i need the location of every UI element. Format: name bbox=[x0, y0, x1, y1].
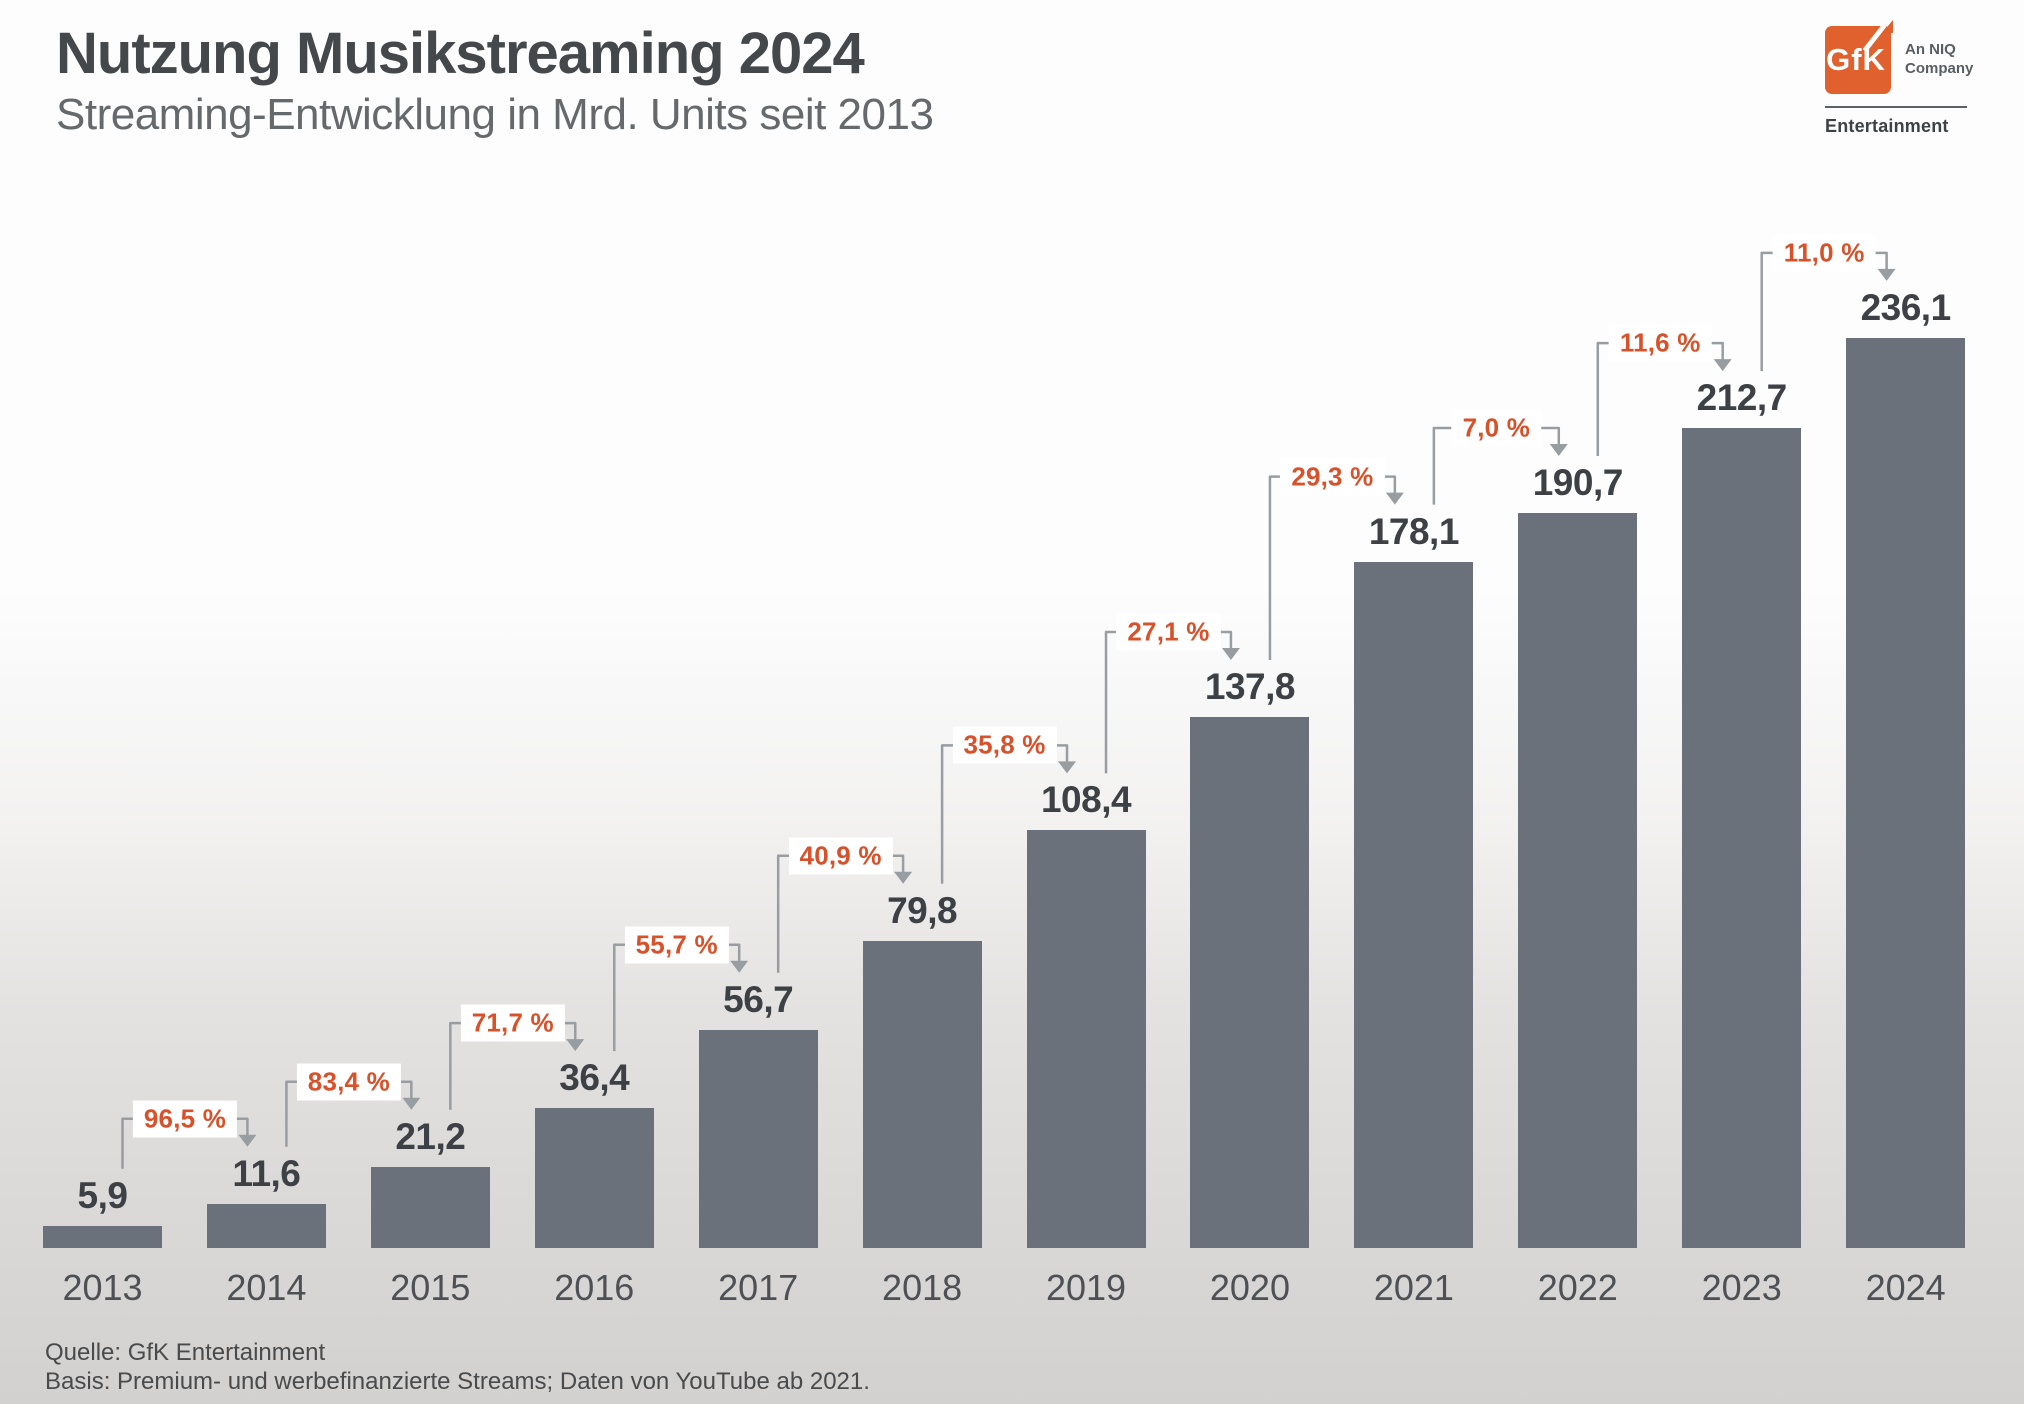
bar-2020 bbox=[1190, 717, 1310, 1249]
arrow-down-icon-2022 bbox=[1549, 443, 1568, 456]
value-label-2024: 236,1 bbox=[1860, 286, 1952, 328]
bar-2022 bbox=[1518, 512, 1638, 1249]
year-label-2019: 2019 bbox=[1045, 1267, 1127, 1308]
bar-2018 bbox=[862, 940, 982, 1249]
growth-label-2015: 83,4 % bbox=[296, 1063, 401, 1101]
value-label-2021: 178,1 bbox=[1368, 510, 1460, 552]
niq-tagline: An NIQ Company bbox=[1905, 40, 1973, 78]
value-label-2019: 108,4 bbox=[1040, 779, 1132, 821]
arrow-down-icon-2024 bbox=[1877, 268, 1896, 281]
growth-label-2018: 40,9 % bbox=[788, 837, 893, 875]
bar-2016 bbox=[534, 1108, 654, 1249]
growth-label-2017: 55,7 % bbox=[624, 926, 729, 964]
year-label-2015: 2015 bbox=[390, 1267, 471, 1308]
growth-label-2016: 71,7 % bbox=[460, 1004, 565, 1042]
arrow-down-icon-2019 bbox=[1058, 761, 1077, 774]
gfk-logo-box: GfK bbox=[1825, 20, 1893, 94]
growth-label-2019: 35,8 % bbox=[952, 726, 1057, 764]
value-label-2023: 212,7 bbox=[1696, 377, 1788, 419]
arrow-down-icon-2018 bbox=[894, 871, 913, 884]
bar-2019 bbox=[1026, 830, 1146, 1249]
growth-label-2023: 11,6 % bbox=[1608, 324, 1712, 362]
footer: Quelle: GfK Entertainment Basis: Premium… bbox=[45, 1338, 870, 1396]
value-label-2017: 56,7 bbox=[723, 978, 794, 1020]
year-label-2013: 2013 bbox=[62, 1267, 143, 1308]
logo-division-label: Entertainment bbox=[1825, 116, 1949, 136]
growth-connector-2021 bbox=[1268, 475, 1397, 661]
value-label-2020: 137,8 bbox=[1204, 666, 1296, 707]
bar-2013 bbox=[43, 1225, 162, 1249]
value-label-2013: 5,9 bbox=[77, 1174, 128, 1216]
year-label-2024: 2024 bbox=[1865, 1267, 1946, 1308]
bar-2024 bbox=[1846, 337, 1966, 1249]
value-label-2015: 21,2 bbox=[395, 1115, 466, 1157]
arrow-down-icon-2021 bbox=[1385, 492, 1404, 505]
year-label-2016: 2016 bbox=[554, 1267, 635, 1308]
year-label-2017: 2017 bbox=[718, 1267, 799, 1308]
value-label-2022: 190,7 bbox=[1532, 461, 1624, 503]
value-label-2016: 36,4 bbox=[559, 1057, 630, 1099]
year-label-2020: 2020 bbox=[1209, 1267, 1290, 1308]
niq-tagline-line2: Company bbox=[1905, 60, 1974, 77]
year-label-2021: 2021 bbox=[1373, 1267, 1454, 1308]
growth-label-2024: 11,0 % bbox=[1772, 234, 1876, 272]
page-subtitle: Streaming-Entwicklung in Mrd. Units seit… bbox=[56, 89, 934, 139]
gfk-logo-corner-peak bbox=[1882, 20, 1893, 33]
arrow-down-icon-2015 bbox=[402, 1097, 421, 1110]
arrow-down-icon-2023 bbox=[1713, 359, 1732, 372]
basis-note: Basis: Premium- und werbefinanzierte Str… bbox=[45, 1368, 870, 1395]
bar-2014 bbox=[206, 1203, 326, 1249]
growth-label-2014: 96,5 % bbox=[132, 1100, 238, 1138]
growth-label-2021: 29,3 % bbox=[1280, 458, 1385, 496]
growth-label-2020: 27,1 % bbox=[1116, 613, 1221, 651]
arrow-down-icon-2014 bbox=[238, 1134, 257, 1147]
page-title: Nutzung Musikstreaming 2024 bbox=[56, 21, 865, 86]
bar-2023 bbox=[1682, 428, 1802, 1249]
arrow-down-icon-2020 bbox=[1221, 648, 1240, 661]
bar-2015 bbox=[370, 1166, 490, 1249]
gfk-logo-monogram: GfK bbox=[1826, 42, 1886, 77]
value-label-2018: 79,8 bbox=[887, 889, 958, 931]
logo-divider bbox=[1825, 106, 1967, 108]
bar-2017 bbox=[698, 1029, 818, 1249]
arrow-down-icon-2016 bbox=[566, 1039, 585, 1052]
growth-label-2022: 7,0 % bbox=[1451, 409, 1542, 447]
header: Nutzung Musikstreaming 2024 Streaming-En… bbox=[56, 21, 934, 140]
year-label-2022: 2022 bbox=[1537, 1267, 1618, 1308]
value-label-2014: 11,6 bbox=[232, 1152, 301, 1194]
source-note: Quelle: GfK Entertainment bbox=[45, 1339, 326, 1366]
bar-2021 bbox=[1354, 561, 1474, 1249]
year-label-2018: 2018 bbox=[882, 1267, 963, 1308]
arrow-down-icon-2017 bbox=[730, 960, 749, 973]
year-label-2014: 2014 bbox=[226, 1267, 307, 1308]
year-label-2023: 2023 bbox=[1701, 1267, 1782, 1308]
niq-tagline-line1: An NIQ bbox=[1905, 41, 1956, 58]
